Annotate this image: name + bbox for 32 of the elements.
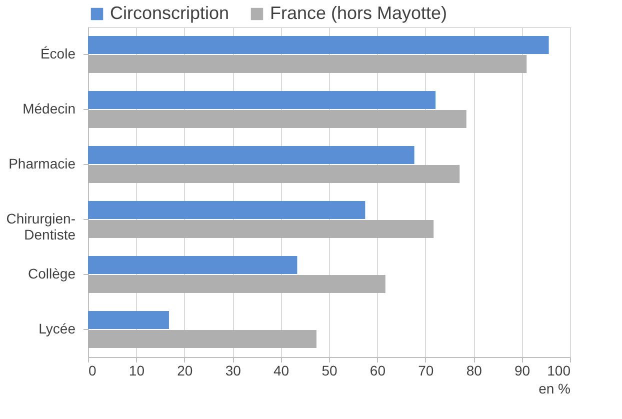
y-tick-label: Médecin (22, 100, 76, 116)
y-tick-label: Lycée (38, 320, 76, 336)
x-axis-title: en % (538, 380, 570, 396)
x-tick-label: 20 (177, 362, 193, 378)
x-tick-label: 100 (547, 362, 571, 378)
bar (88, 146, 414, 164)
x-tick-label: 60 (370, 362, 386, 378)
bar (88, 330, 316, 348)
bar (88, 201, 366, 220)
bar (88, 274, 386, 293)
x-tick-label: 80 (466, 362, 482, 378)
x-tick-label: 70 (418, 362, 434, 378)
bar (88, 36, 549, 54)
y-tick-label: Chirurgien-Dentiste (6, 210, 76, 242)
x-tick-label: 50 (322, 362, 338, 378)
y-tick-label: Pharmacie (8, 156, 76, 172)
x-tick-label: 10 (128, 362, 145, 378)
legend-label: France (hors Mayotte) (270, 3, 448, 23)
bar (88, 110, 466, 128)
bar (88, 54, 527, 73)
y-tick-label: École (40, 46, 76, 62)
bar (88, 91, 436, 110)
y-tick-label: Collège (28, 266, 76, 282)
bar (88, 220, 434, 238)
x-tick-label: 30 (225, 362, 242, 378)
legend-label: Circonscription (110, 3, 230, 23)
x-tick-label: 40 (274, 362, 290, 378)
x-tick-label: 0 (88, 362, 96, 378)
x-tick-label: 90 (514, 362, 530, 378)
bar (88, 311, 169, 330)
bar (88, 164, 460, 183)
bar (88, 256, 298, 274)
